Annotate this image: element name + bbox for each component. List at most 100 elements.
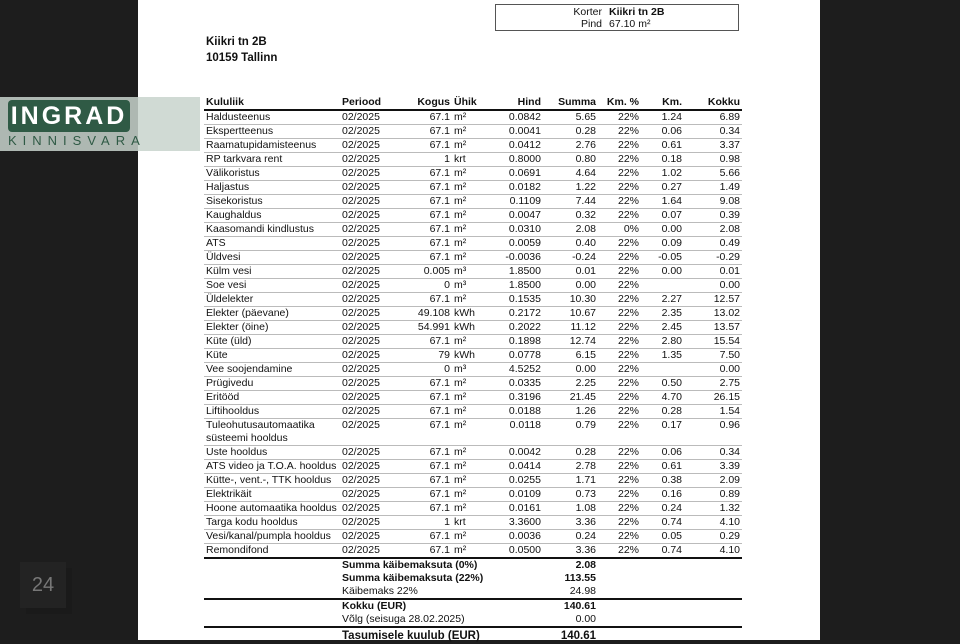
table-cell: 4.70 bbox=[641, 390, 684, 405]
table-cell: 12.74 bbox=[543, 334, 598, 349]
table-cell: 02/2025 bbox=[340, 487, 402, 502]
table-cell bbox=[641, 362, 684, 377]
table-cell: 0.16 bbox=[641, 487, 684, 502]
summary-label: Summa käibemaksuta (0%) bbox=[340, 557, 543, 572]
table-cell: 0.17 bbox=[641, 418, 684, 446]
summary-spacer bbox=[598, 598, 742, 613]
table-cell: 22% bbox=[598, 515, 641, 530]
charges-table: Kululiik Periood Kogus Ühik Hind Summa Km. % Km… bbox=[204, 96, 742, 644]
table-cell: 02/2025 bbox=[340, 138, 402, 153]
table-cell: 22% bbox=[598, 320, 641, 335]
table-cell: 02/2025 bbox=[340, 110, 402, 125]
table-cell: m² bbox=[452, 473, 486, 488]
table-row: Soe vesi 02/2025 0 m³ 1.8500 0.00 22% 0.00 bbox=[204, 278, 742, 293]
table-cell: 10.67 bbox=[543, 306, 598, 321]
table-cell: 22% bbox=[598, 473, 641, 488]
table-cell: 02/2025 bbox=[340, 459, 402, 474]
pind-value: 67.10 m² bbox=[609, 18, 651, 30]
table-row: Remondifond 02/2025 67.1 m² 0.0500 3.36 22% 0.7… bbox=[204, 543, 742, 559]
column-header: Km. % bbox=[598, 96, 641, 111]
summary-spacer bbox=[204, 626, 340, 644]
table-cell: ATS bbox=[204, 236, 340, 251]
table-cell: 22% bbox=[598, 152, 641, 167]
table-cell: m² bbox=[452, 236, 486, 251]
table-cell: 0.61 bbox=[641, 138, 684, 153]
summary-row: Võlg (seisuga 28.02.2025) 0.00 bbox=[204, 613, 742, 627]
korter-label: Korter bbox=[573, 6, 602, 18]
table-cell: m² bbox=[452, 166, 486, 181]
table-cell: m² bbox=[452, 404, 486, 419]
table-cell: 0.07 bbox=[641, 208, 684, 223]
table-cell: 1.54 bbox=[684, 404, 742, 419]
table-cell: 22% bbox=[598, 529, 641, 544]
table-cell: 0 bbox=[402, 362, 452, 377]
table-cell: 02/2025 bbox=[340, 320, 402, 335]
table-cell: Külm vesi bbox=[204, 264, 340, 279]
table-cell: Küte (üld) bbox=[204, 334, 340, 349]
table-cell: 6.89 bbox=[684, 110, 742, 125]
table-cell: 67.1 bbox=[402, 138, 452, 153]
table-cell: 0.40 bbox=[543, 236, 598, 251]
table-cell: 7.44 bbox=[543, 194, 598, 209]
table-cell: 1.32 bbox=[684, 501, 742, 516]
table-cell: m³ bbox=[452, 362, 486, 377]
table-cell: 0.80 bbox=[543, 152, 598, 167]
table-cell: krt bbox=[452, 515, 486, 530]
table-cell: 02/2025 bbox=[340, 529, 402, 544]
summary-row: Käibemaks 22% 24.98 bbox=[204, 585, 742, 599]
table-cell: 0.00 bbox=[641, 264, 684, 279]
table-cell: 0.0041 bbox=[486, 124, 543, 139]
table-cell: 0.0188 bbox=[486, 404, 543, 419]
table-cell: 1.8500 bbox=[486, 278, 543, 293]
table-cell: 02/2025 bbox=[340, 208, 402, 223]
summary-label: Kokku (EUR) bbox=[340, 598, 543, 613]
table-cell: Sisekoristus bbox=[204, 194, 340, 209]
table-cell: Eritööd bbox=[204, 390, 340, 405]
table-cell: 0.00 bbox=[543, 362, 598, 377]
table-cell: 0.005 bbox=[402, 264, 452, 279]
table-cell: m² bbox=[452, 250, 486, 265]
table-row: Sisekoristus 02/2025 67.1 m² 0.1109 7.44 22% 1.… bbox=[204, 194, 742, 209]
table-cell: 0.01 bbox=[543, 264, 598, 279]
table-cell: 2.80 bbox=[641, 334, 684, 349]
table-row: Külm vesi 02/2025 0.005 m³ 1.8500 0.01 22% 0.00… bbox=[204, 264, 742, 279]
summary-row: Summa käibemaksuta (22%) 113.55 bbox=[204, 572, 742, 585]
table-cell: 54.991 bbox=[402, 320, 452, 335]
table-cell: m³ bbox=[452, 264, 486, 279]
table-cell: 0.74 bbox=[641, 543, 684, 559]
summary-spacer bbox=[204, 613, 340, 627]
table-cell: krt bbox=[452, 152, 486, 167]
table-cell: 22% bbox=[598, 138, 641, 153]
table-cell: 0.39 bbox=[684, 208, 742, 223]
table-cell: 0.32 bbox=[543, 208, 598, 223]
table-cell: 0.00 bbox=[543, 278, 598, 293]
summary-value: 24.98 bbox=[569, 585, 596, 597]
table-cell: 0.28 bbox=[641, 404, 684, 419]
table-cell: 1 bbox=[402, 515, 452, 530]
table-cell: m² bbox=[452, 222, 486, 237]
table-cell: 02/2025 bbox=[340, 445, 402, 460]
column-header: Hind bbox=[486, 96, 543, 111]
table-cell: 02/2025 bbox=[340, 250, 402, 265]
table-cell: Targa kodu hooldus bbox=[204, 515, 340, 530]
table-cell: 0.09 bbox=[641, 236, 684, 251]
table-cell: 02/2025 bbox=[340, 501, 402, 516]
table-cell: 0.06 bbox=[641, 124, 684, 139]
table-row: Haljastus 02/2025 67.1 m² 0.0182 1.22 22% 0.27 1… bbox=[204, 180, 742, 195]
table-cell: 0.34 bbox=[684, 124, 742, 139]
table-row: Üldelekter 02/2025 67.1 m² 0.1535 10.30 22% 2.2… bbox=[204, 292, 742, 307]
table-cell: 67.1 bbox=[402, 334, 452, 349]
table-cell: m² bbox=[452, 292, 486, 307]
table-cell: 2.75 bbox=[684, 376, 742, 391]
table-cell: 1.02 bbox=[641, 166, 684, 181]
table-cell: 1.64 bbox=[641, 194, 684, 209]
table-cell: 0.34 bbox=[684, 445, 742, 460]
table-cell: 22% bbox=[598, 166, 641, 181]
table-cell: 22% bbox=[598, 418, 641, 446]
table-cell: 3.37 bbox=[684, 138, 742, 153]
table-cell: m² bbox=[452, 487, 486, 502]
summary-spacer bbox=[204, 585, 340, 599]
table-cell: 02/2025 bbox=[340, 236, 402, 251]
table-cell: 2.25 bbox=[543, 376, 598, 391]
table-cell: 1.24 bbox=[641, 110, 684, 125]
